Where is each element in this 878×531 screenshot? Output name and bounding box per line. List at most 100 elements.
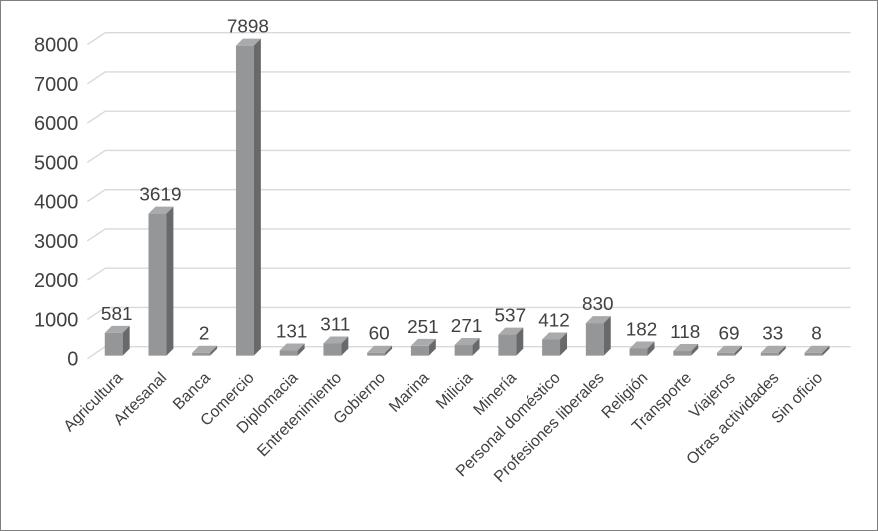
bar-value-label: 830	[582, 294, 614, 315]
bar-side-face	[603, 316, 611, 356]
bar-front-face	[454, 345, 473, 356]
gridline	[86, 306, 851, 320]
bar	[279, 343, 305, 356]
gridline	[86, 149, 851, 163]
bar	[454, 338, 480, 356]
y-axis-group: 0 1000 2000 3000 4000 5000 6000 7000 8000	[34, 35, 78, 371]
bar	[235, 38, 261, 356]
bar-side-face	[341, 336, 349, 356]
bar-value-label: 69	[718, 324, 739, 345]
bar-side-face	[166, 206, 174, 356]
bar-top-face	[279, 343, 305, 351]
bar-value-label: 412	[538, 311, 570, 332]
bar	[323, 336, 349, 356]
y-axis-tick-label: 8000	[34, 35, 78, 57]
bar-front-face	[542, 339, 561, 356]
y-axis-tick-label: 4000	[34, 192, 78, 214]
bar	[804, 345, 830, 356]
bar	[192, 345, 218, 356]
gridline	[86, 31, 851, 46]
bar-value-label: 7898	[227, 17, 269, 38]
bar-side-face	[822, 345, 830, 356]
bar-value-label: 182	[626, 320, 658, 341]
bar-top-face	[542, 332, 568, 340]
bar-value-label: 8	[811, 324, 822, 345]
bar-value-label: 251	[407, 317, 439, 338]
y-axis-tick-label: 0	[67, 349, 78, 371]
bar-front-face	[673, 351, 692, 356]
bar	[542, 332, 568, 356]
bar-top-face	[498, 327, 524, 335]
bar-front-face	[192, 352, 211, 356]
y-axis-tick-label: 1000	[34, 309, 78, 331]
bar-top-face	[148, 206, 174, 214]
bar-value-label: 537	[495, 306, 527, 327]
bar-front-face	[104, 332, 123, 356]
bar	[410, 338, 436, 356]
bar-value-label: 581	[101, 304, 133, 325]
bar-side-face	[516, 327, 524, 356]
category-label: Marina	[386, 369, 433, 416]
bar	[673, 344, 699, 356]
y-axis-tick-label: 7000	[34, 74, 78, 96]
bar-front-face	[760, 352, 779, 356]
bar-side-face	[297, 343, 305, 356]
bar-side-face	[385, 345, 393, 356]
bar-top-face	[323, 336, 349, 344]
bar-front-face	[323, 343, 342, 356]
bar-value-label: 311	[320, 315, 350, 336]
bar-side-face	[734, 345, 742, 356]
bar-value-label: 118	[670, 322, 700, 343]
bar	[367, 345, 393, 356]
y-axis-tick-label: 2000	[34, 270, 78, 292]
bar	[629, 341, 655, 356]
bar-front-face	[235, 45, 254, 356]
bar-front-face	[629, 348, 648, 356]
bar	[498, 327, 524, 356]
bar-front-face	[367, 352, 386, 356]
bar-front-face	[279, 350, 298, 356]
bar-value-label: 131	[276, 322, 308, 343]
bar-side-face	[472, 338, 480, 356]
gridline	[86, 110, 851, 124]
bar-value-label: 2	[199, 324, 210, 345]
bar-front-face	[148, 213, 167, 356]
bar-value-label: 271	[451, 316, 483, 337]
value-labels-group: 581 3619 2 7898 131 311 60 251 271 537 412 830 182 11…	[101, 17, 822, 345]
bar	[760, 345, 786, 356]
bar-top-face	[717, 345, 742, 353]
gridlines-group	[86, 31, 851, 360]
bar-top-face	[454, 338, 480, 346]
bar-value-label: 33	[762, 324, 783, 345]
bar-value-label: 60	[369, 324, 390, 345]
category-label: Agricultura	[61, 369, 127, 435]
bar-front-face	[804, 352, 823, 356]
gridline	[86, 267, 851, 281]
gridline	[86, 188, 851, 203]
gridline	[86, 228, 851, 242]
bar-top-face	[804, 345, 830, 353]
bar	[585, 316, 611, 356]
bar-side-face	[210, 345, 218, 356]
bar-top-face	[104, 325, 130, 333]
y-axis-tick-label: 3000	[34, 231, 78, 253]
bar-side-face	[122, 325, 130, 356]
bar-side-face	[778, 345, 786, 356]
bar-side-face	[428, 338, 436, 356]
bar-top-face	[410, 338, 436, 346]
bars-group	[104, 38, 830, 356]
bar-top-face	[585, 316, 611, 324]
bar-front-face	[585, 323, 604, 356]
y-axis-tick-label: 6000	[34, 113, 78, 135]
bar-top-face	[192, 345, 218, 353]
bar-front-face	[717, 352, 735, 356]
bar-side-face	[560, 332, 568, 356]
bar-side-face	[647, 341, 655, 356]
bar-top-face	[673, 344, 699, 352]
bar	[104, 325, 130, 356]
bar-top-face	[235, 38, 261, 46]
bar-side-face	[691, 344, 699, 356]
